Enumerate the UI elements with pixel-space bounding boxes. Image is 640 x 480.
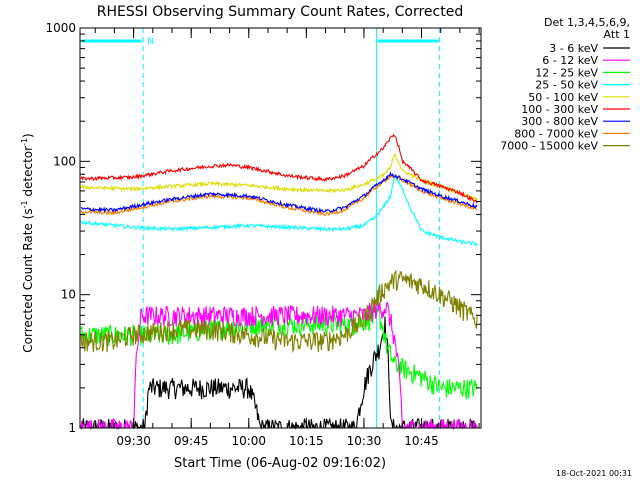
x-axis-label: Start Time (06-Aug-02 09:16:02) (174, 456, 386, 471)
legend-label: 12 - 25 keV (535, 66, 598, 79)
x-tick-label: 10:45 (404, 434, 439, 448)
x-tick-label: 09:45 (174, 434, 209, 448)
series-7000-15000-kev-line (80, 270, 478, 354)
axes: 1 10 100 1000 09:30 09:45 10:00 10:15 10:30 10:45 (45, 21, 482, 448)
series-800-7000-kev-line (80, 173, 478, 217)
y-tick-label: 1000 (45, 21, 76, 35)
x-tick-label: 10:15 (289, 434, 324, 448)
y-tick-label: 100 (53, 154, 76, 168)
series-12-25-kev-line (80, 307, 478, 400)
legend-label: 7000 - 15000 keV (500, 140, 598, 153)
chart-title: RHESSI Observing Summary Count Rates, Co… (97, 4, 463, 20)
y-axis-label: Corrected Count Rate (s-1 detector-1) (20, 133, 35, 352)
series-50-100-kev-line (80, 152, 478, 202)
legend-label: 6 - 12 keV (542, 54, 598, 67)
y-tick-label: 1 (68, 421, 76, 435)
legend-label: 50 - 100 keV (528, 91, 598, 104)
x-tick-label: 10:00 (231, 434, 266, 448)
legend-header-line-2: Att 1 (604, 28, 630, 41)
legend-label: 3 - 6 keV (549, 42, 598, 55)
series-300-800-kev-line (80, 171, 478, 214)
axes-frame (79, 27, 482, 429)
legend-label: 800 - 7000 keV (514, 127, 598, 140)
legend-label: 25 - 50 keV (535, 79, 598, 92)
legend-label: 100 - 300 keV (521, 103, 598, 116)
x-tick-label: 10:30 (347, 434, 382, 448)
night-flag-label: N (147, 37, 154, 47)
series-25-50-kev-line (80, 174, 478, 247)
x-tick-label: 09:30 (116, 434, 151, 448)
y-tick-label: 10 (61, 288, 76, 302)
series-100-300-kev-line (80, 133, 478, 204)
legend-header-line-1: Det 1,3,4,5,6,9, (544, 16, 630, 29)
legend-label: 300 - 800 keV (521, 115, 598, 128)
generation-timestamp: 18-Oct-2021 00:31 (556, 469, 632, 478)
